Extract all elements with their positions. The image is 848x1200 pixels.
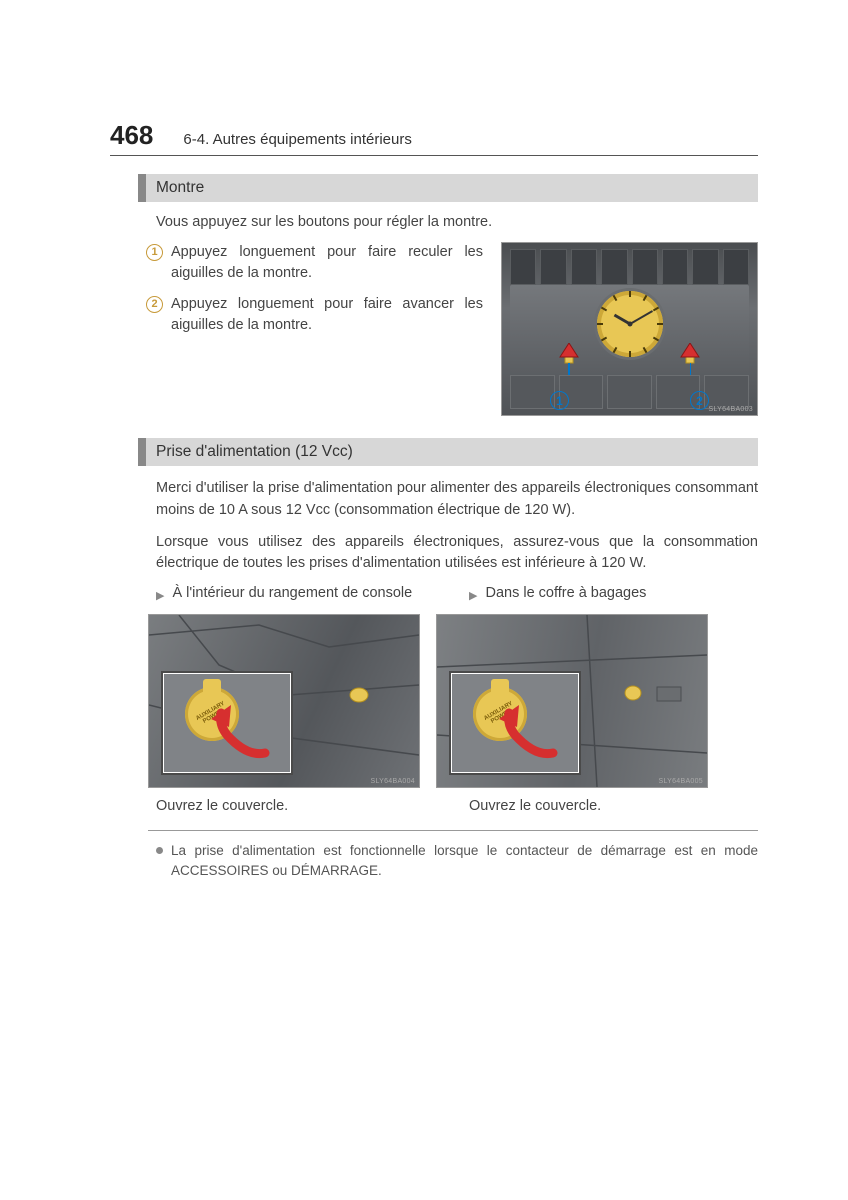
location-2: ▶ Dans le coffre à bagages xyxy=(469,585,758,602)
inset-detail-2: AUXILIARYPOWER xyxy=(449,671,581,775)
location-2-text: Dans le coffre à bagages xyxy=(485,585,646,602)
instruction-1: 1 Appuyez longuement pour faire reculer … xyxy=(146,242,483,284)
manual-page: 468 6-4. Autres équipements intérieurs M… xyxy=(0,0,848,942)
inset-detail-1: AUXILIARYPOWER xyxy=(161,671,293,775)
bullet-icon xyxy=(156,847,163,854)
clock-button-forward xyxy=(679,343,701,365)
figure-code-2: SLY64BA004 xyxy=(370,778,415,785)
section2-para2: Lorsque vous utilisez des appareils élec… xyxy=(156,532,758,576)
step-text-1: Appuyez longuement pour faire reculer le… xyxy=(171,242,483,284)
caption-1: Ouvrez le couvercle. xyxy=(156,798,445,814)
dashboard-vents xyxy=(510,249,749,285)
footnote-text: La prise d'alimentation est fonctionnell… xyxy=(171,841,758,882)
clock-face-icon xyxy=(597,291,663,357)
page-number: 468 xyxy=(110,120,153,151)
clock-figure: 1 2 SLY64BA003 xyxy=(501,242,758,416)
location-list: ▶ À l'intérieur du rangement de console … xyxy=(156,585,758,602)
red-arrow-icon xyxy=(207,705,287,765)
section2-para1: Merci d'utiliser la prise d'alimentation… xyxy=(156,478,758,522)
red-arrow-icon xyxy=(495,705,575,765)
caption-row: Ouvrez le couvercle. Ouvrez le couvercle… xyxy=(156,798,758,814)
instruction-list: 1 Appuyez longuement pour faire reculer … xyxy=(146,242,483,416)
section1-body: 1 Appuyez longuement pour faire reculer … xyxy=(146,242,758,416)
footnote: La prise d'alimentation est fonctionnell… xyxy=(156,841,758,882)
clock-button-back xyxy=(558,343,580,365)
figure-code-3: SLY64BA005 xyxy=(658,778,703,785)
instruction-2: 2 Appuyez longuement pour faire avancer … xyxy=(146,294,483,336)
arrow-bullet-icon: ▶ xyxy=(156,589,164,602)
step-text-2: Appuyez longuement pour faire avancer le… xyxy=(171,294,483,336)
location-1: ▶ À l'intérieur du rangement de console xyxy=(156,585,445,602)
location-1-text: À l'intérieur du rangement de console xyxy=(172,585,445,602)
section-heading-prise: Prise d'alimentation (12 Vcc) xyxy=(138,438,758,466)
callout-1: 1 xyxy=(550,391,569,410)
divider xyxy=(148,830,758,831)
section1-intro: Vous appuyez sur les boutons pour régler… xyxy=(156,214,758,230)
step-number-1: 1 xyxy=(146,244,163,261)
caption-2: Ouvrez le couvercle. xyxy=(469,798,758,814)
outlet-figures: AUXILIARYPOWER SLY64BA004 AUXILIARYPOW xyxy=(148,614,758,788)
figure-code-1: SLY64BA003 xyxy=(708,406,753,413)
arrow-bullet-icon: ▶ xyxy=(469,589,477,602)
dashboard-buttons xyxy=(510,375,749,409)
callout-2: 2 xyxy=(690,391,709,410)
page-header: 468 6-4. Autres équipements intérieurs xyxy=(110,120,758,156)
step-number-2: 2 xyxy=(146,296,163,313)
console-outlet-figure: AUXILIARYPOWER SLY64BA004 xyxy=(148,614,420,788)
clock-panel xyxy=(510,285,749,373)
trunk-outlet-figure: AUXILIARYPOWER SLY64BA005 xyxy=(436,614,708,788)
breadcrumb: 6-4. Autres équipements intérieurs xyxy=(183,131,411,148)
section-heading-montre: Montre xyxy=(138,174,758,202)
